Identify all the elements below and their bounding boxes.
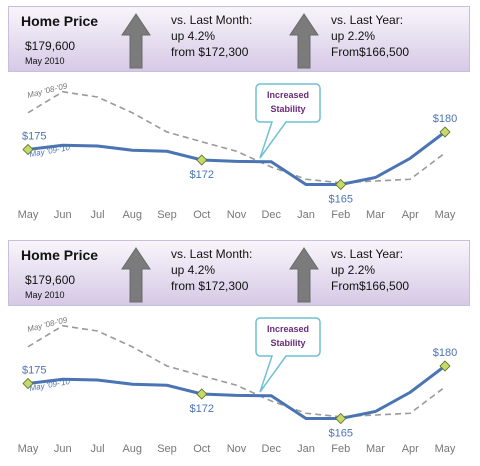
data-label: $175 [22, 365, 46, 377]
series-line-current-year [27, 364, 446, 420]
x-tick-label: May [435, 209, 456, 221]
price-panel-1: Home Price $179,600 May 2010 vs. Last Mo… [0, 0, 480, 232]
summary-banner: Home Price $179,600 May 2010 vs. Last Mo… [8, 6, 470, 72]
x-tick-label: Jun [54, 209, 72, 221]
callout-line-2: Stability [270, 104, 305, 114]
month-compare-change: up 4.2% [171, 263, 216, 277]
data-label: $165 [329, 428, 353, 440]
up-arrow-icon [289, 13, 319, 69]
year-compare-change: up 2.2% [331, 29, 376, 43]
data-label: $180 [433, 113, 457, 125]
x-tick-label: Nov [227, 443, 247, 455]
x-tick-label: Sep [157, 209, 177, 221]
x-tick-label: Apr [402, 443, 419, 455]
data-label: $175 [22, 131, 46, 143]
header-date: May 2010 [25, 290, 65, 300]
legend-current-series: May '09-'10 [29, 377, 71, 393]
data-label: $180 [433, 347, 457, 359]
data-point-marker [196, 388, 208, 400]
data-label: $165 [329, 194, 353, 206]
header-date: May 2010 [25, 56, 65, 66]
data-point-marker [196, 154, 208, 166]
up-arrow-icon [121, 247, 151, 303]
x-tick-label: Jul [90, 209, 104, 221]
price-panel-2: Home Price $179,600 May 2010 vs. Last Mo… [0, 234, 480, 466]
data-point-marker [22, 377, 34, 390]
up-arrow-icon [289, 247, 319, 303]
stability-callout: Increased Stability [255, 317, 321, 393]
stability-callout: Increased Stability [255, 83, 321, 159]
series-line-current-year [27, 130, 446, 186]
month-compare-label: vs. Last Month: [171, 13, 253, 27]
data-point-marker [439, 360, 451, 372]
data-label: $172 [190, 403, 214, 415]
x-tick-label: Jan [297, 209, 315, 221]
x-tick-label: Feb [331, 209, 350, 221]
x-tick-label: Mar [366, 209, 385, 221]
series-line-previous-year [27, 324, 446, 418]
x-tick-label: May [18, 209, 39, 221]
callout-line-1: Increased [267, 324, 309, 334]
data-point-marker [335, 178, 347, 191]
x-tick-label: Jul [90, 443, 104, 455]
x-tick-label: Feb [331, 443, 350, 455]
x-tick-label: Sep [157, 443, 177, 455]
price-line-chart: $175 $172 $165 $180 May Jun Jul Aug Sep Oct Nov De… [18, 81, 458, 221]
data-label: $172 [190, 169, 214, 181]
x-tick-label: Jan [297, 443, 315, 455]
month-compare-label: vs. Last Month: [171, 247, 253, 261]
x-tick-label: May [18, 443, 39, 455]
legend-current-series: May '09-'10 [29, 143, 71, 159]
x-tick-label: May [435, 443, 456, 455]
year-compare-label: vs. Last Year: [331, 13, 404, 27]
series-line-previous-year [27, 90, 446, 184]
x-tick-label: Mar [366, 443, 385, 455]
price-line-chart: $175 $172 $165 $180 May Jun Jul Aug Sep Oct Nov De… [18, 315, 458, 455]
month-compare-from: from $172,300 [171, 279, 249, 293]
header-price: $179,600 [25, 39, 76, 53]
year-compare-from: From$166,500 [331, 45, 410, 59]
header-title: Home Price [21, 13, 99, 29]
callout-line-2: Stability [270, 338, 305, 348]
x-tick-label: Aug [122, 443, 142, 455]
data-point-marker [22, 143, 34, 156]
x-tick-label: Dec [261, 209, 281, 221]
x-tick-label: Oct [193, 443, 210, 455]
year-compare-label: vs. Last Year: [331, 247, 404, 261]
header-title: Home Price [21, 247, 99, 263]
month-compare-from: from $172,300 [171, 45, 249, 59]
legend-prev-series: May '08-'09 [26, 81, 68, 100]
x-tick-label: Nov [227, 209, 247, 221]
data-point-marker [335, 412, 347, 425]
data-point-marker [439, 126, 451, 138]
header-price: $179,600 [25, 273, 76, 287]
legend-prev-series: May '08-'09 [26, 315, 68, 334]
summary-banner: Home Price $179,600 May 2010 vs. Last Mo… [8, 240, 470, 306]
month-compare-change: up 4.2% [171, 29, 216, 43]
x-tick-label: Dec [261, 443, 281, 455]
year-compare-change: up 2.2% [331, 263, 376, 277]
year-compare-from: From$166,500 [331, 279, 410, 293]
x-tick-label: Jun [54, 443, 72, 455]
callout-line-1: Increased [267, 90, 309, 100]
x-tick-label: Apr [402, 209, 419, 221]
x-tick-label: Aug [122, 209, 142, 221]
up-arrow-icon [121, 13, 151, 69]
x-tick-label: Oct [193, 209, 210, 221]
